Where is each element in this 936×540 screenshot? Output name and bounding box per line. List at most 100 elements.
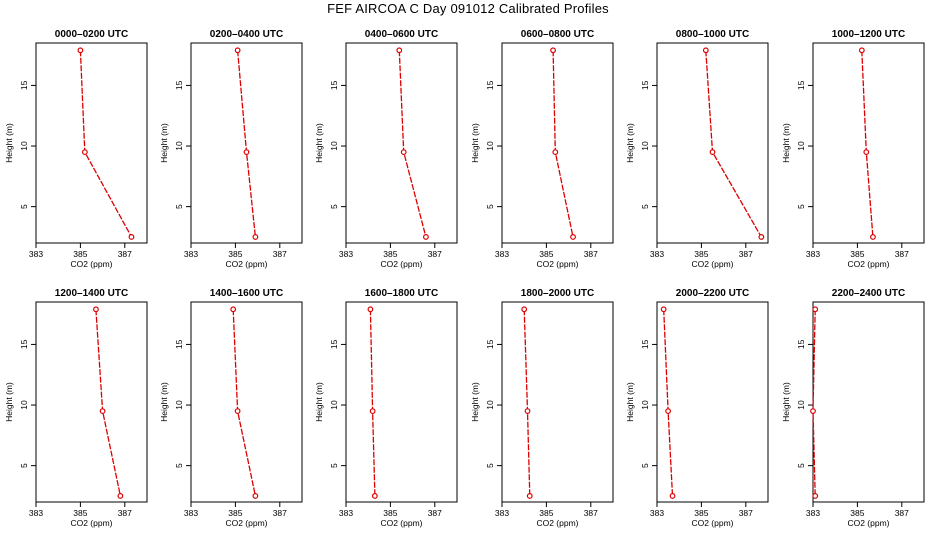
plot-frame (35, 42, 148, 244)
x-tick-label: 383 (650, 508, 664, 518)
data-point (863, 149, 870, 155)
plot-frame (501, 42, 614, 244)
data-point (234, 408, 241, 414)
y-axis-label: Height (m) (159, 123, 169, 163)
plot-frame (190, 42, 303, 244)
profile-line (705, 50, 762, 238)
y-tick-label: 10 (485, 141, 495, 151)
x-tick-label: 387 (118, 249, 132, 259)
panel-title: 0600–0800 UTC (521, 29, 594, 40)
y-tick-label: 15 (329, 339, 339, 349)
x-tick-label: 387 (895, 249, 909, 259)
y-tick-label: 15 (796, 80, 806, 90)
profile-panel: 2200–2400 UTC 383 385 387 5 10 15 CO2 (ppm) Heig… (781, 288, 925, 528)
x-axis-label: CO2 (ppm) (380, 518, 422, 528)
x-axis-label: CO2 (ppm) (380, 259, 422, 269)
profile-line (663, 309, 674, 496)
x-tick-label: 383 (806, 249, 820, 259)
y-axis-label: Height (m) (314, 382, 324, 422)
x-tick-label: 387 (739, 249, 753, 259)
y-tick-label: 15 (640, 80, 650, 90)
panel-title: 0000–0200 UTC (55, 29, 128, 40)
panel-title: 1400–1600 UTC (210, 288, 283, 299)
x-tick-label: 383 (650, 249, 664, 259)
x-tick-label: 387 (895, 508, 909, 518)
y-tick-label: 10 (640, 400, 650, 410)
x-axis-label: CO2 (ppm) (691, 259, 733, 269)
profile-line (552, 50, 574, 238)
plot-frame (656, 42, 769, 244)
data-point (526, 493, 533, 499)
y-tick-label: 10 (329, 400, 339, 410)
profile-line (79, 50, 133, 238)
data-point (77, 47, 84, 54)
profile-panel: 0800–1000 UTC 383 385 387 5 10 15 CO2 (ppm) Heig… (625, 29, 769, 269)
y-tick-label: 5 (640, 204, 650, 209)
panel-title: 1000–1200 UTC (832, 29, 905, 40)
panel-title: 2000–2200 UTC (676, 288, 749, 299)
y-tick-label: 15 (485, 80, 495, 90)
x-tick-label: 383 (495, 249, 509, 259)
y-tick-label: 5 (796, 463, 806, 468)
profile-panel: 1800–2000 UTC 383 385 387 5 10 15 CO2 (ppm) Heig… (470, 288, 614, 528)
data-point (252, 493, 259, 499)
x-tick-label: 385 (850, 249, 864, 259)
x-tick-label: 385 (850, 508, 864, 518)
data-point (810, 408, 816, 414)
y-tick-label: 15 (174, 80, 184, 90)
y-tick-label: 5 (329, 204, 339, 209)
y-tick-label: 10 (485, 400, 495, 410)
data-point (858, 47, 865, 54)
x-tick-label: 385 (539, 249, 553, 259)
y-tick-label: 10 (19, 141, 29, 151)
panel-title: 0800–1000 UTC (676, 29, 749, 40)
data-point (702, 47, 709, 54)
y-tick-label: 15 (796, 339, 806, 349)
data-point (423, 234, 429, 240)
x-tick-label: 385 (539, 508, 553, 518)
y-tick-label: 5 (640, 463, 650, 468)
plot-frame (656, 301, 769, 503)
data-point (81, 149, 88, 155)
y-axis-label: Height (m) (470, 123, 480, 163)
y-tick-label: 10 (640, 141, 650, 151)
y-tick-label: 5 (19, 463, 29, 468)
x-tick-label: 387 (273, 249, 287, 259)
x-tick-label: 385 (73, 508, 87, 518)
x-tick-label: 385 (383, 508, 397, 518)
y-tick-label: 10 (796, 400, 806, 410)
data-point (252, 234, 259, 240)
profile-panel: 1000–1200 UTC 383 385 387 5 10 15 CO2 (ppm) Heig… (781, 29, 925, 269)
x-axis-label: CO2 (ppm) (691, 518, 733, 528)
x-tick-label: 385 (228, 249, 242, 259)
panel-title: 0400–0600 UTC (365, 29, 438, 40)
profile-panel: 1400–1600 UTC 383 385 387 5 10 15 CO2 (ppm) Heig… (159, 288, 303, 528)
y-tick-label: 15 (485, 339, 495, 349)
plot-frame (345, 301, 458, 503)
data-point (117, 493, 124, 499)
data-point (400, 149, 407, 155)
y-tick-label: 10 (174, 141, 184, 151)
y-tick-label: 5 (485, 204, 495, 209)
x-tick-label: 383 (184, 249, 198, 259)
y-axis-label: Height (m) (781, 123, 791, 163)
profile-line (369, 309, 376, 496)
profile-line (523, 309, 531, 496)
data-point (570, 234, 576, 240)
plot-frame (345, 42, 458, 244)
data-point (812, 493, 819, 499)
profile-panel: 0600–0800 UTC 383 385 387 5 10 15 CO2 (ppm) Heig… (470, 29, 614, 269)
data-point (369, 408, 376, 414)
profile-panel: 0000–0200 UTC 383 385 387 5 10 15 CO2 (ppm) Heig… (4, 29, 148, 269)
y-tick-label: 15 (19, 339, 29, 349)
y-axis-label: Height (m) (4, 382, 14, 422)
x-tick-label: 385 (228, 508, 242, 518)
data-point (93, 306, 99, 313)
profile-panel: 1200–1400 UTC 383 385 387 5 10 15 CO2 (ppm) Heig… (4, 288, 148, 528)
data-point (234, 47, 241, 54)
x-axis-label: CO2 (ppm) (847, 259, 889, 269)
x-tick-label: 387 (428, 508, 442, 518)
data-point (243, 149, 250, 155)
y-tick-label: 10 (329, 141, 339, 151)
